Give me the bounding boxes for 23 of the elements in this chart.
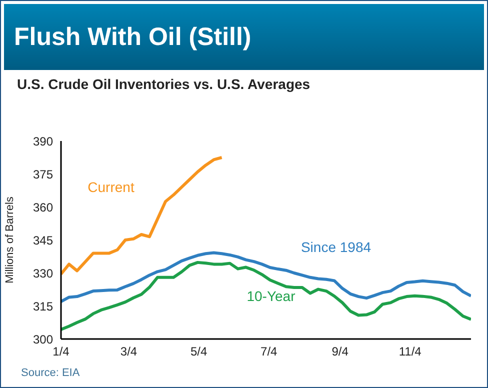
x-tick-label: 11/4 — [398, 344, 422, 359]
y-tick-label: 315 — [32, 299, 54, 314]
chart-subtitle: U.S. Crude Oil Inventories vs. U.S. Averages — [17, 76, 310, 92]
y-tick-label: 390 — [32, 134, 54, 148]
x-tick-label: 5/4 — [190, 344, 208, 359]
chart-title: Flush With Oil (Still) — [14, 22, 252, 52]
y-tick-label: 375 — [32, 167, 54, 182]
x-tick-label: 3/4 — [120, 344, 138, 359]
y-tick-label: 345 — [32, 233, 54, 248]
x-tick-label: 1/4 — [52, 344, 70, 359]
line-series — [61, 251, 471, 304]
source-note: Source: EIA — [21, 367, 80, 379]
line-series — [61, 260, 471, 332]
y-tick-label: 360 — [32, 200, 54, 214]
x-tick-label: 7/4 — [260, 344, 278, 359]
line-series — [61, 156, 224, 276]
y-axis-title: Millions of Barrels — [4, 196, 16, 284]
text: Current — [88, 179, 134, 195]
series-label: Since 1984 — [300, 239, 372, 255]
x-tick-label: 9/4 — [332, 344, 349, 359]
y-tick-label: 330 — [32, 266, 54, 280]
y-tick-label: 300 — [32, 332, 54, 346]
series-label: 10-Year — [246, 288, 296, 304]
